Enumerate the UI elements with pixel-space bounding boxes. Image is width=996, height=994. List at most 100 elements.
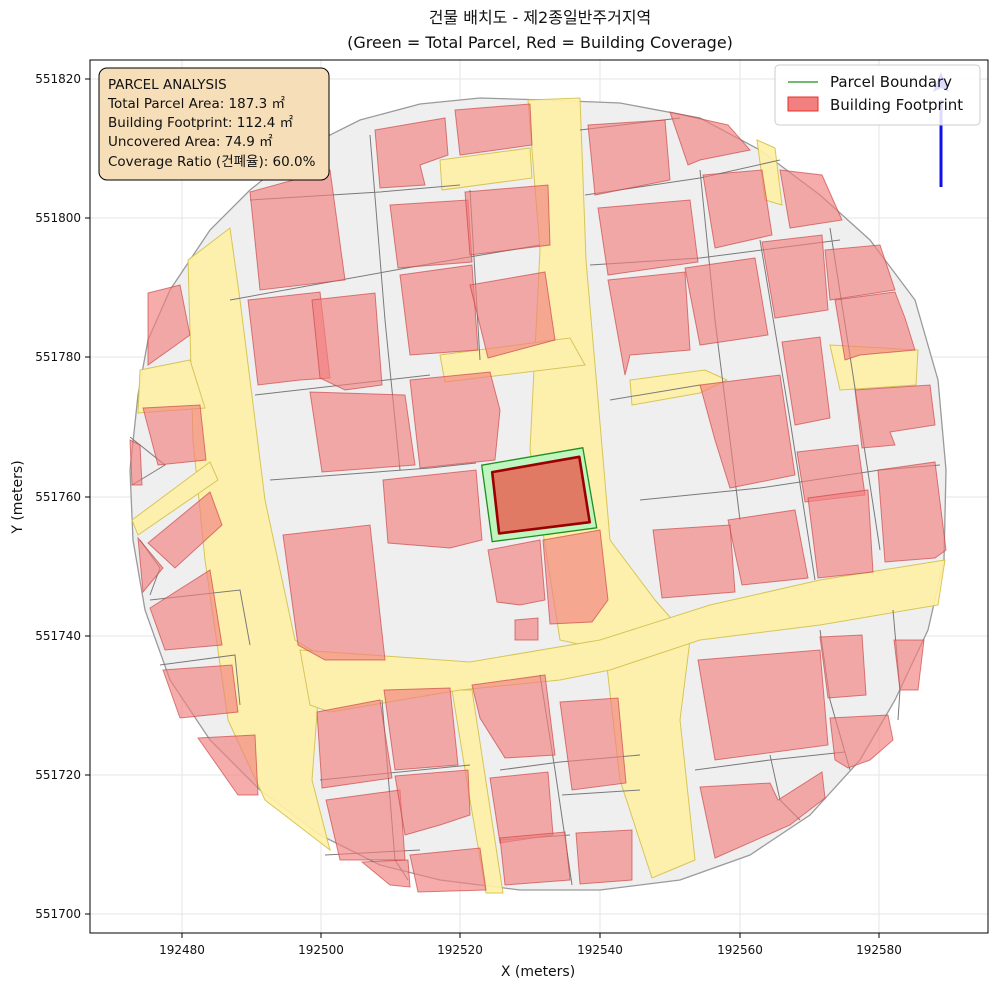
legend-building-label: Building Footprint — [830, 96, 963, 114]
legend: Parcel Boundary Building Footprint — [774, 64, 981, 126]
x-tick-label: 192500 — [298, 943, 344, 957]
building — [699, 771, 826, 859]
building — [147, 284, 191, 366]
y-tick-label: 551780 — [35, 350, 81, 364]
y-tick-label: 551820 — [35, 72, 81, 86]
parcel-line — [759, 239, 816, 581]
legend-building-swatch — [787, 96, 819, 112]
building — [247, 291, 331, 386]
road-northwest-spur — [137, 359, 206, 414]
info-box-background — [98, 67, 330, 181]
target-building-footprint — [490, 455, 592, 535]
building — [489, 771, 554, 844]
building — [137, 536, 164, 594]
building — [559, 697, 627, 791]
building — [597, 199, 699, 276]
building — [684, 257, 769, 346]
road-south-vertical — [451, 689, 504, 894]
building — [781, 336, 831, 426]
chart-title-line1: 건물 배치도 - 제2종일반주거지역 — [429, 8, 652, 27]
y-ticks — [85, 78, 90, 915]
building — [325, 789, 406, 861]
building — [149, 569, 223, 651]
chart-title-line2: (Green = Total Parcel, Red = Building Co… — [347, 33, 733, 52]
roads — [131, 97, 946, 894]
building — [575, 829, 633, 885]
building — [697, 649, 829, 761]
parcel-line — [269, 462, 477, 481]
building — [147, 491, 223, 569]
building — [542, 529, 609, 625]
building — [779, 169, 843, 229]
building — [893, 639, 925, 691]
building — [469, 271, 556, 359]
building — [409, 371, 501, 469]
x-tick-label: 192580 — [856, 943, 902, 957]
y-tick-label: 551800 — [35, 211, 81, 225]
building — [854, 384, 936, 449]
parcel-line — [129, 436, 166, 486]
road-northern-strip — [439, 147, 533, 191]
road-west-diagonal — [131, 461, 219, 536]
x-tick-label: 192480 — [159, 943, 205, 957]
y-tick-label: 551700 — [35, 907, 81, 921]
building — [607, 271, 691, 376]
neighbor-buildings — [129, 103, 947, 893]
info-box-coverage: Coverage Ratio (건폐율): 60.0% — [108, 154, 316, 170]
building — [499, 831, 571, 886]
building — [249, 169, 346, 291]
x-ticks — [181, 933, 880, 938]
building — [699, 374, 796, 489]
parcel-line — [694, 751, 846, 771]
building — [669, 111, 751, 166]
building — [142, 404, 207, 466]
building — [652, 524, 736, 599]
x-tick-label: 192520 — [437, 943, 483, 957]
building — [761, 234, 829, 319]
y-tick-labels: 551700 551720 551740 551760 551780 55180… — [35, 72, 81, 921]
info-box-uncovered: Uncovered Area: 74.9 ㎡ — [108, 134, 273, 150]
building — [829, 714, 894, 769]
y-axis-label: Y (meters) — [10, 460, 26, 534]
info-box-heading: PARCEL ANALYSIS — [108, 77, 227, 93]
building — [807, 489, 874, 579]
legend-frame — [774, 64, 981, 126]
building — [383, 687, 459, 771]
info-box-footprint: Building Footprint: 112.4 ㎡ — [108, 115, 294, 131]
x-tick-label: 192540 — [577, 943, 623, 957]
building — [197, 734, 259, 796]
building — [374, 117, 449, 189]
building — [471, 674, 556, 759]
building — [454, 103, 533, 156]
y-tick-label: 551760 — [35, 490, 81, 504]
building — [464, 184, 551, 256]
parcel-analysis-box: PARCEL ANALYSIS Total Parcel Area: 187.3… — [98, 67, 330, 181]
legend-parcel-label: Parcel Boundary — [830, 73, 952, 91]
building — [309, 391, 416, 473]
building — [394, 769, 471, 836]
info-box-parcel-area: Total Parcel Area: 187.3 ㎡ — [107, 96, 285, 112]
building — [360, 859, 411, 888]
building — [129, 439, 143, 486]
building — [702, 169, 773, 249]
parcel-line — [609, 384, 701, 401]
building — [877, 461, 947, 563]
building — [834, 291, 916, 361]
building — [382, 469, 483, 549]
building — [389, 199, 473, 269]
parcel-line — [561, 789, 641, 796]
x-tick-label: 192560 — [717, 943, 763, 957]
building — [162, 664, 239, 719]
building — [819, 634, 867, 699]
building — [487, 539, 546, 606]
x-axis-label: X (meters) — [501, 964, 575, 980]
x-tick-labels: 192480 192500 192520 192540 192560 19258… — [159, 943, 902, 957]
building — [316, 699, 393, 789]
building — [399, 264, 479, 356]
building — [282, 524, 386, 661]
building — [727, 509, 809, 586]
building — [514, 617, 539, 641]
y-tick-label: 551740 — [35, 629, 81, 643]
building — [587, 119, 671, 196]
